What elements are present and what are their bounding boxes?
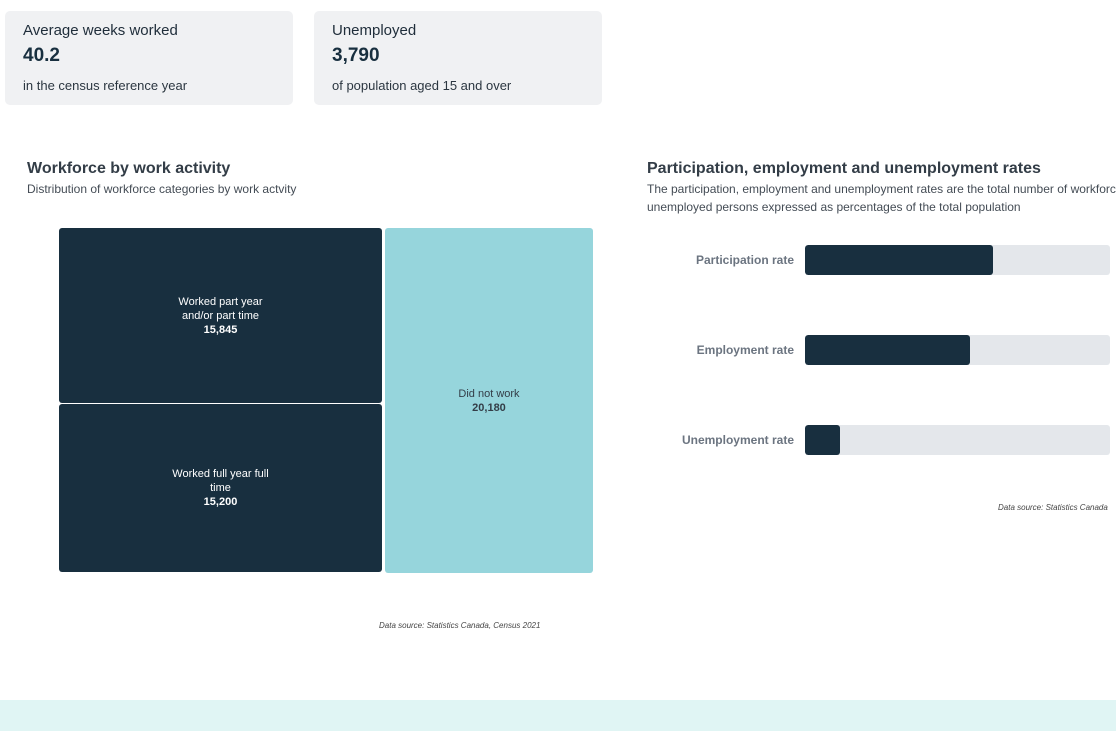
cell-value: 15,200 <box>203 496 238 508</box>
treemap-cell[interactable]: Worked full year full time 15,200 <box>59 404 382 572</box>
treemap-cell-label: Worked part year and/or part time 15,845 <box>166 295 276 337</box>
rates-source: Data source: Statistics Canada <box>998 503 1108 512</box>
workforce-title: Workforce by work activity <box>27 160 231 177</box>
cell-value: 20,180 <box>472 401 506 414</box>
treemap-cell-label: Did not work 20,180 <box>458 387 519 415</box>
treemap-cell-label: Worked full year full time 15,200 <box>166 467 276 509</box>
stat-label: Average weeks worked <box>23 22 178 39</box>
stat-card-average-weeks: Average weeks worked 40.2 in the census … <box>5 11 293 105</box>
stat-value: 3,790 <box>332 45 380 66</box>
rate-bar-track <box>805 425 1110 455</box>
rate-bar[interactable] <box>805 425 841 455</box>
footer-band <box>0 700 1116 731</box>
treemap-cell[interactable]: Worked part year and/or part time 15,845 <box>59 228 382 403</box>
stat-value: 40.2 <box>23 45 60 66</box>
rates-subtitle: The participation, employment and unempl… <box>647 182 1116 214</box>
cell-value: 15,845 <box>203 323 238 336</box>
workforce-source: Data source: Statistics Canada, Census 2… <box>379 621 541 630</box>
rate-label: Participation rate <box>695 253 794 267</box>
rate-bar[interactable] <box>805 335 970 365</box>
cell-category: Worked part year and/or part time <box>178 295 263 322</box>
rate-bar-track <box>805 245 1110 275</box>
workforce-subtitle: Distribution of workforce categories by … <box>27 182 297 196</box>
stat-label: Unemployed <box>332 22 417 39</box>
cell-category: Did not work <box>458 387 520 400</box>
cell-category: Worked full year full time <box>172 468 269 494</box>
rate-label: Employment rate <box>696 343 794 357</box>
rate-label: Unemployment rate <box>681 433 794 447</box>
rates-title: Participation, employment and unemployme… <box>647 160 1041 177</box>
stat-subtext: of population aged 15 and over <box>332 78 512 93</box>
treemap-cell[interactable]: Did not work 20,180 <box>385 228 593 573</box>
stat-card-unemployed: Unemployed 3,790 of population aged 15 a… <box>314 11 602 105</box>
rate-bar-track <box>805 335 1110 365</box>
workforce-treemap: Worked part year and/or part time 15,845 W… <box>59 228 593 573</box>
rate-bar[interactable] <box>805 245 993 275</box>
stat-subtext: in the census reference year <box>23 78 188 93</box>
